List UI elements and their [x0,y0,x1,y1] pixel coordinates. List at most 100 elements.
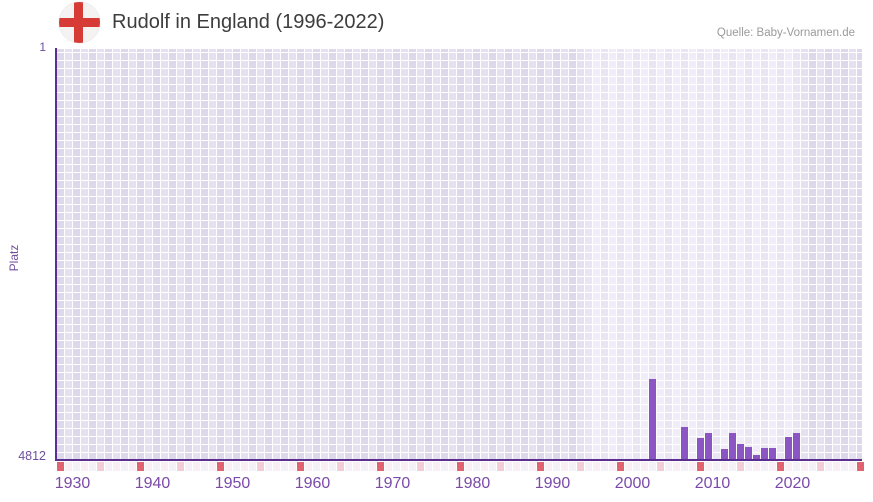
strip-cell-1961 [305,462,312,471]
strip-cell-1962 [313,462,320,471]
strip-cell-1947 [193,462,200,471]
strip-cell-2019 [769,462,776,471]
strip-cell-1966 [345,462,352,471]
strip-cell-1945 [177,462,184,471]
bar-2017[interactable] [753,455,760,460]
x-tick-label-1940: 1940 [134,475,171,492]
y-axis-title: Platz [7,244,21,272]
strip-cell-1948 [201,462,208,471]
strip-cell-1970 [377,462,384,471]
y-axis-line [55,48,57,461]
flag-cross-horizontal [59,18,100,27]
strip-cell-1951 [225,462,232,471]
strip-cell-1953 [241,462,248,471]
y-axis-top-label: 1 [39,40,46,54]
bar-2022[interactable] [793,433,800,460]
strip-cell-1967 [353,462,360,471]
x-tick-label-1980: 1980 [454,475,491,492]
strip-cell-1968 [361,462,368,471]
strip-cell-1981 [465,462,472,471]
strip-cell-1978 [441,462,448,471]
strip-cell-1941 [145,462,152,471]
strip-cell-1956 [265,462,272,471]
strip-cell-1960 [297,462,304,471]
strip-cell-1939 [129,462,136,471]
data-range-highlight-band [585,49,801,460]
strip-cell-1934 [89,462,96,471]
strip-cell-1958 [281,462,288,471]
strip-cell-1933 [81,462,88,471]
bar-2013[interactable] [721,449,728,460]
strip-cell-2020 [777,462,784,471]
strip-cell-2001 [625,462,632,471]
strip-cell-1946 [185,462,192,471]
strip-cell-2002 [633,462,640,471]
strip-cell-1984 [489,462,496,471]
strip-cell-2012 [713,462,720,471]
strip-cell-1949 [209,462,216,471]
bar-2021[interactable] [785,437,792,460]
strip-cell-1985 [497,462,504,471]
x-tick-label-1950: 1950 [214,475,251,492]
strip-cell-2015 [737,462,744,471]
strip-cell-2006 [665,462,672,471]
strip-cell-2013 [721,462,728,471]
strip-cell-1973 [401,462,408,471]
strip-cell-1974 [409,462,416,471]
strip-cell-2029 [849,462,856,471]
strip-cell-1940 [137,462,144,471]
strip-cell-2027 [833,462,840,471]
strip-cell-1997 [593,462,600,471]
strip-cell-2021 [785,462,792,471]
strip-cell-1976 [425,462,432,471]
chart-header: Rudolf in England (1996-2022) Quelle: Ba… [0,0,873,48]
strip-cell-1990 [537,462,544,471]
bar-2019[interactable] [769,448,776,460]
x-tick-label-1990: 1990 [534,475,571,492]
strip-cell-2030 [857,462,864,471]
bar-2016[interactable] [745,447,752,460]
strip-cell-1999 [609,462,616,471]
strip-cell-1998 [601,462,608,471]
strip-cell-2024 [809,462,816,471]
strip-cell-2008 [681,462,688,471]
bar-2015[interactable] [737,444,744,460]
strip-cell-2028 [841,462,848,471]
strip-cell-2004 [649,462,656,471]
strip-cell-2003 [641,462,648,471]
strip-cell-1943 [161,462,168,471]
bar-2011[interactable] [705,433,712,460]
strip-cell-2022 [793,462,800,471]
strip-cell-1964 [329,462,336,471]
strip-cell-1963 [321,462,328,471]
strip-cell-1944 [169,462,176,471]
strip-cell-1982 [473,462,480,471]
strip-cell-1993 [561,462,568,471]
strip-cell-2018 [761,462,768,471]
strip-cell-2014 [729,462,736,471]
x-axis-line [55,459,862,461]
bar-2010[interactable] [697,438,704,460]
bar-2014[interactable] [729,433,736,460]
england-flag-icon [59,2,100,43]
x-tick-label-2000: 2000 [614,475,651,492]
bar-2008[interactable] [681,427,688,460]
bar-2004[interactable] [649,379,656,460]
strip-cell-1996 [585,462,592,471]
strip-cell-1937 [113,462,120,471]
x-tick-label-2010: 2010 [694,475,731,492]
strip-cell-1991 [545,462,552,471]
strip-cell-1955 [257,462,264,471]
x-tick-label-1970: 1970 [374,475,411,492]
bar-2018[interactable] [761,448,768,460]
strip-cell-1930 [57,462,64,471]
y-axis-bottom-label: 4812 [18,449,46,463]
strip-cell-1979 [449,462,456,471]
strip-cell-1977 [433,462,440,471]
strip-cell-1983 [481,462,488,471]
strip-cell-1957 [273,462,280,471]
strip-cell-1936 [105,462,112,471]
strip-cell-1986 [505,462,512,471]
strip-cell-1942 [153,462,160,471]
